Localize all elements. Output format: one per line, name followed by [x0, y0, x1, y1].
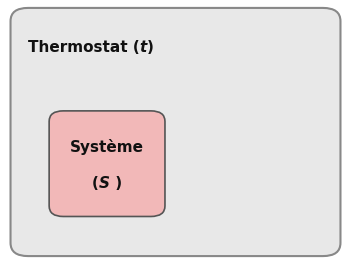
Text: (: ( — [92, 176, 99, 191]
Text: ): ) — [110, 176, 122, 191]
Text: Thermostat (: Thermostat ( — [28, 40, 140, 55]
Text: t: t — [140, 40, 147, 55]
Text: S: S — [99, 176, 110, 191]
Text: Système: Système — [70, 139, 144, 154]
Text: ): ) — [147, 40, 154, 55]
FancyBboxPatch shape — [49, 111, 165, 216]
FancyBboxPatch shape — [11, 8, 340, 256]
